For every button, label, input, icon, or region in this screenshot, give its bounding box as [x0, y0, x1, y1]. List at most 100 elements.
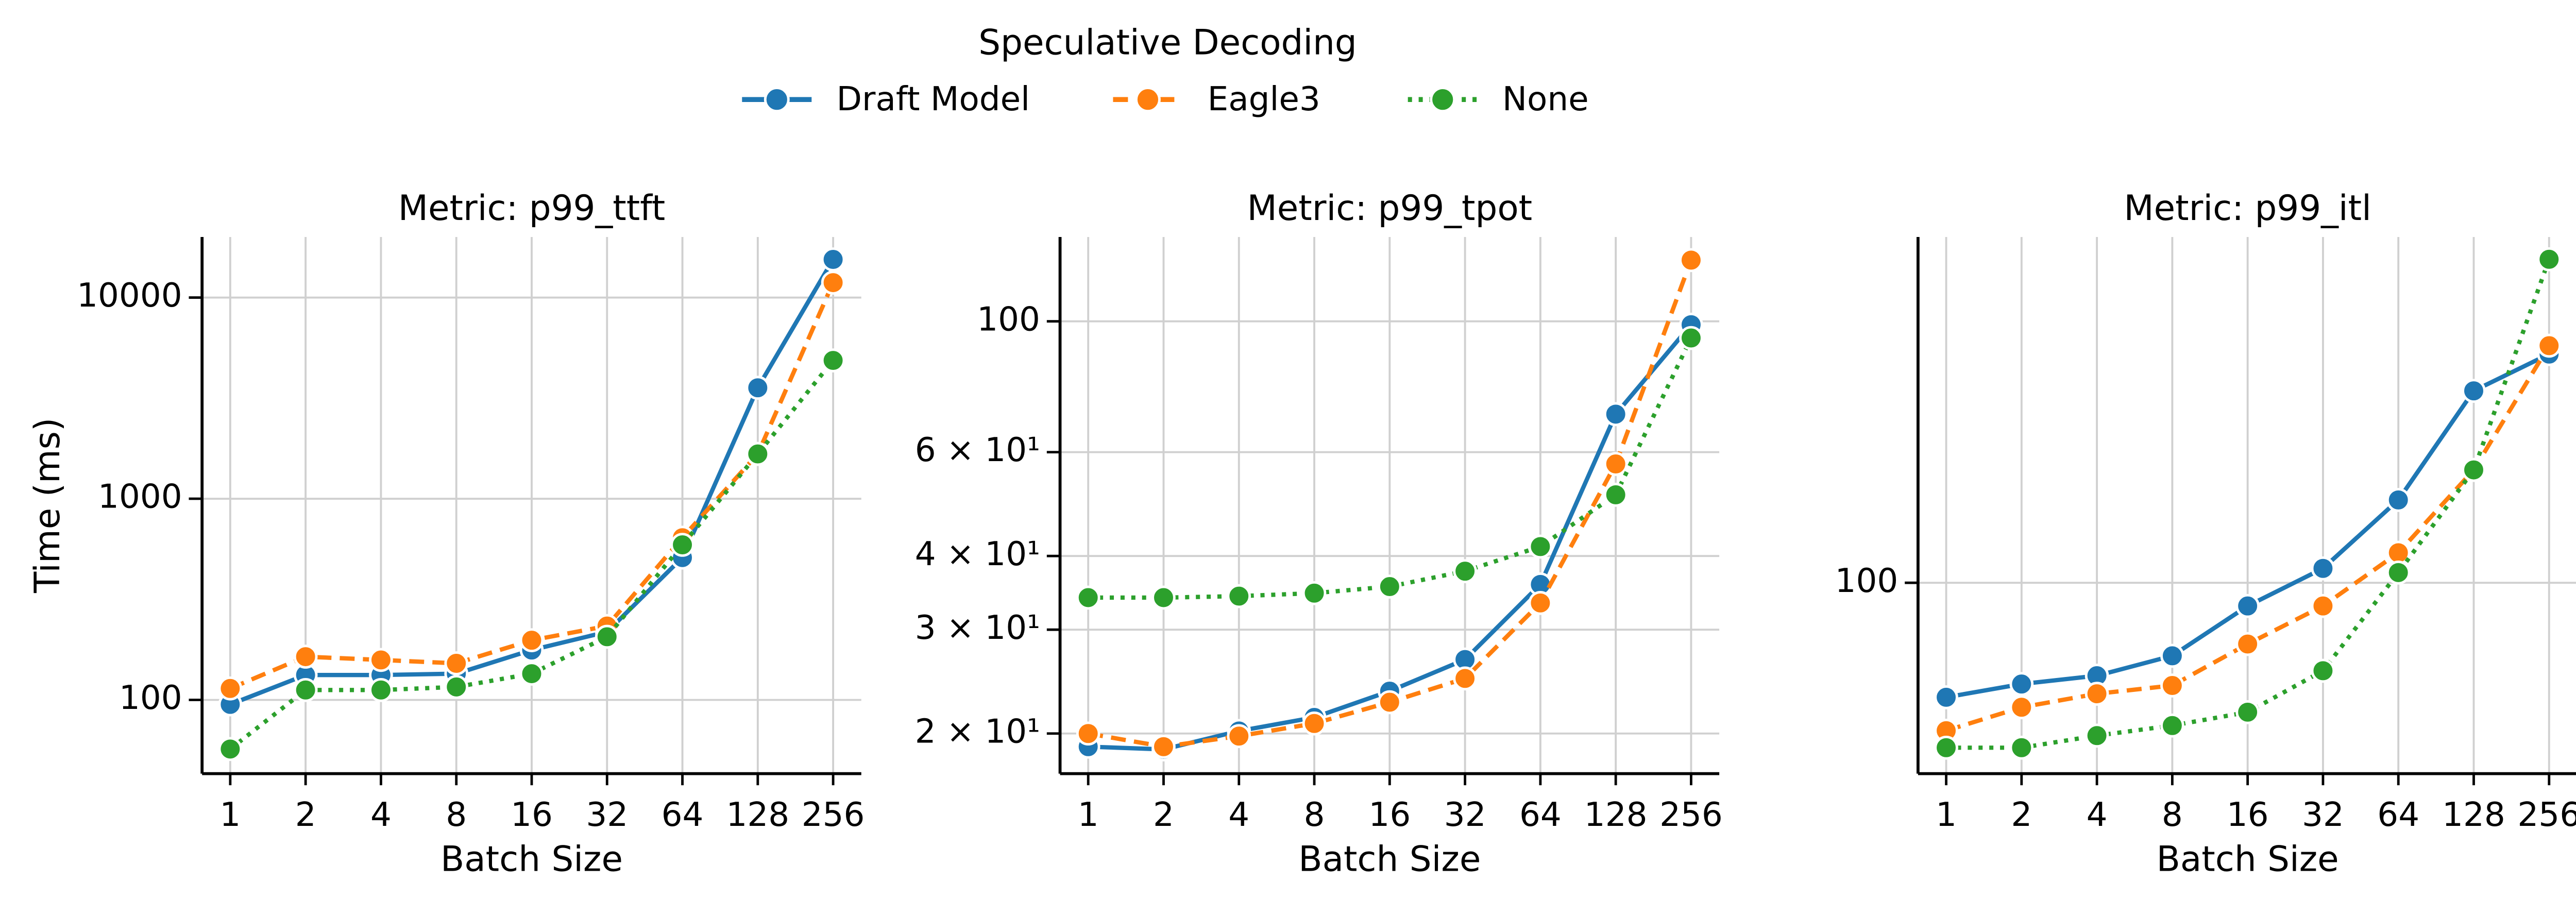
y-tick-label: 100	[1835, 562, 1899, 600]
chart-title: Metric: p99_itl	[2124, 188, 2371, 228]
legend-marker	[1430, 87, 1456, 113]
data-point	[1378, 690, 1402, 715]
data-point	[1227, 584, 1251, 608]
data-point	[1453, 559, 1477, 583]
legend-marker	[764, 87, 790, 113]
data-point	[1679, 248, 1703, 273]
legend-label: None	[1502, 80, 1589, 118]
data-point	[218, 737, 243, 761]
data-point	[1934, 685, 1958, 709]
y-tick-label: 100	[119, 679, 182, 717]
data-point	[2537, 247, 2562, 272]
data-point	[2160, 643, 2184, 668]
data-point	[1528, 534, 1553, 559]
data-point	[369, 677, 393, 702]
data-point	[595, 624, 619, 649]
x-tick-label: 2	[2011, 795, 2032, 834]
data-point	[444, 651, 469, 675]
chart-title: Metric: p99_tpot	[1247, 188, 1533, 228]
data-point	[1603, 452, 1628, 476]
x-tick-label: 32	[586, 795, 628, 834]
x-tick-label: 16	[1368, 795, 1411, 834]
data-point	[1076, 721, 1100, 746]
chart-panel: Metric: p99_ttft Batch Size Time (ms) 1 2 4 8 1…	[27, 188, 865, 879]
y-tick-label: 1000	[98, 478, 182, 516]
data-point	[2009, 735, 2034, 760]
data-point	[2462, 458, 2486, 482]
x-tick-label: 32	[2302, 795, 2344, 834]
y-tick-label: 6 × 10¹	[915, 431, 1040, 469]
data-point	[1679, 326, 1703, 350]
data-point	[519, 628, 544, 652]
x-tick-label: 8	[2162, 795, 2183, 834]
chart-title: Metric: p99_ttft	[398, 188, 666, 228]
data-point	[745, 376, 770, 400]
data-point	[2084, 682, 2109, 706]
data-point	[444, 675, 469, 699]
data-point	[2386, 561, 2411, 585]
data-point	[1151, 734, 1176, 759]
x-tick-label: 32	[1444, 795, 1486, 834]
x-tick-label: 128	[726, 795, 789, 834]
y-tick-label: 100	[977, 300, 1040, 338]
x-tick-label: 2	[295, 795, 316, 834]
x-tick-label: 64	[2377, 795, 2419, 834]
x-tick-label: 256	[802, 795, 865, 834]
data-point	[2311, 658, 2335, 683]
y-axis-label: Time (ms)	[27, 418, 67, 594]
data-point	[2235, 594, 2260, 618]
data-point	[821, 270, 845, 295]
data-point	[218, 676, 243, 701]
data-point	[1528, 591, 1553, 615]
data-point	[2160, 673, 2184, 698]
data-point	[1603, 483, 1628, 507]
data-point	[821, 247, 845, 272]
x-tick-label: 16	[511, 795, 553, 834]
data-point	[1302, 581, 1327, 605]
x-tick-label: 1	[219, 795, 241, 834]
x-tick-label: 2	[1153, 795, 1174, 834]
x-tick-label: 64	[662, 795, 704, 834]
x-tick-label: 128	[1584, 795, 1648, 834]
x-tick-label: 8	[1304, 795, 1325, 834]
y-tick-label: 10000	[77, 276, 182, 315]
data-point	[2462, 379, 2486, 403]
data-point	[293, 645, 318, 669]
y-tick-label: 4 × 10¹	[915, 535, 1040, 573]
chart-panel: Metric: p99_tpot Batch Size 1 2 4 8 16 32 64 128 2…	[915, 188, 1723, 879]
data-point	[1076, 585, 1100, 610]
x-tick-label: 256	[2517, 795, 2576, 834]
x-tick-label: 16	[2227, 795, 2269, 834]
data-point	[519, 662, 544, 686]
data-point	[2235, 700, 2260, 724]
data-point	[293, 677, 318, 702]
data-point	[670, 533, 694, 557]
x-axis-label: Batch Size	[2157, 839, 2339, 879]
y-tick-label: 2 × 10¹	[915, 712, 1040, 751]
data-point	[2235, 632, 2260, 656]
data-point	[1453, 666, 1477, 691]
data-point	[1603, 402, 1628, 427]
x-tick-label: 8	[446, 795, 467, 834]
x-tick-label: 1	[1078, 795, 1099, 834]
data-point	[821, 348, 845, 372]
chart-panel: Metric: p99_itl Batch Size 1 2 4 8 16 32 64 128 25…	[1835, 188, 2576, 879]
x-tick-label: 128	[2442, 795, 2505, 834]
x-tick-label: 256	[1659, 795, 1723, 834]
y-tick-label: 3 × 10¹	[915, 608, 1040, 647]
data-point	[2009, 695, 2034, 720]
data-point	[1934, 735, 1958, 760]
x-tick-label: 64	[1519, 795, 1562, 834]
data-point	[1378, 574, 1402, 599]
data-point	[369, 648, 393, 672]
x-tick-label: 4	[370, 795, 392, 834]
data-point	[2537, 333, 2562, 358]
legend-label: Draft Model	[837, 80, 1030, 118]
x-axis-label: Batch Size	[440, 839, 623, 879]
data-point	[745, 442, 770, 466]
x-tick-label: 4	[1228, 795, 1249, 834]
data-point	[2160, 713, 2184, 738]
data-point	[2084, 723, 2109, 748]
